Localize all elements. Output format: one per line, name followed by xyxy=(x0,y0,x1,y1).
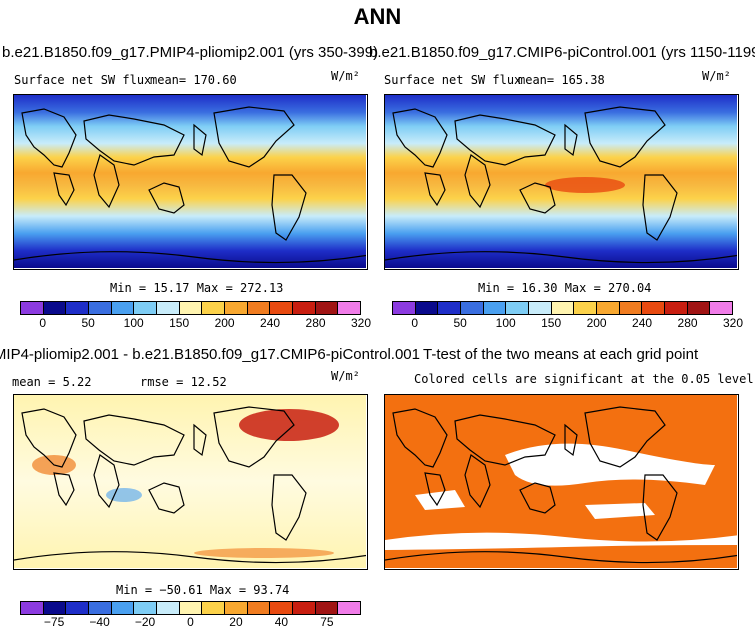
bottom-right-case-title: T-test of the two means at each grid poi… xyxy=(423,346,699,363)
colorbar-tick-label: 50 xyxy=(81,316,95,330)
colorbar-swatch xyxy=(315,302,339,314)
top-right-map xyxy=(384,94,739,270)
colorbar-swatch xyxy=(483,302,507,314)
colorbar-swatch xyxy=(597,302,620,314)
colorbar-swatch xyxy=(665,302,688,314)
colorbar-swatch xyxy=(506,302,530,314)
colorbar-swatch xyxy=(642,302,666,314)
bottom-left-units: W/m² xyxy=(331,369,360,383)
top-left-field-label: Surface net SW flux xyxy=(14,73,152,87)
colorbar-swatch xyxy=(157,602,180,614)
colorbar-swatch xyxy=(619,302,643,314)
top-left-map xyxy=(13,94,368,270)
colorbar-swatch xyxy=(247,602,271,614)
colorbar-swatch xyxy=(225,602,248,614)
colorbar-swatch xyxy=(134,302,158,314)
figure-title: ANN xyxy=(353,4,402,29)
colorbar-tick-label: 240 xyxy=(260,316,281,330)
top-right-colorbar-ticks: 0 50 100 150 200 240 280 320 xyxy=(392,316,743,330)
colorbar-swatch xyxy=(66,302,90,314)
bottom-left-case-title-text: b.e21.B1850.f09_g17.PMIP4-pliomip2.001 -… xyxy=(0,346,420,363)
colorbar-swatch xyxy=(415,302,439,314)
colorbar-swatch xyxy=(179,602,203,614)
bottom-left-map xyxy=(13,394,368,570)
top-left-colorbar-ticks: 0 50 100 150 200 240 280 320 xyxy=(20,316,371,330)
top-right-units: W/m² xyxy=(702,69,731,83)
colorbar-swatch xyxy=(270,302,294,314)
colorbar-swatch xyxy=(247,302,271,314)
colorbar-tick-label: 320 xyxy=(722,316,744,330)
colorbar-tick-label: 0 xyxy=(187,615,194,629)
bottom-left-case-title: b.e21.B1850.f09_g17.PMIP4-pliomip2.001 -… xyxy=(0,346,420,363)
colorbar-swatch xyxy=(89,302,112,314)
top-left-units: W/m² xyxy=(331,69,360,83)
colorbar-swatch xyxy=(179,302,203,314)
colorbar-swatch xyxy=(551,302,575,314)
colorbar-swatch xyxy=(21,302,44,314)
bottom-left-mean: mean = 5.22 xyxy=(12,375,92,389)
colorbar-swatch xyxy=(202,302,226,314)
colorbar-swatch xyxy=(687,302,711,314)
colorbar-tick-label: 320 xyxy=(350,316,372,330)
top-right-colorbar xyxy=(392,301,733,315)
colorbar-swatch xyxy=(157,302,180,314)
top-left-minmax: Min = 15.17 Max = 272.13 xyxy=(110,281,284,295)
colorbar-tick-label: 0 xyxy=(39,316,47,330)
top-left-mean: mean= 170.60 xyxy=(150,73,237,87)
colorbar-swatch xyxy=(574,302,598,314)
colorbar-tick-label: −75 xyxy=(43,615,65,629)
top-right-case-title: b.e21.B1850.f09_g17.CMIP6-piControl.001 … xyxy=(369,44,755,61)
colorbar-swatch xyxy=(134,602,158,614)
colorbar-swatch xyxy=(293,602,316,614)
colorbar-tick-label: 0 xyxy=(411,316,419,330)
colorbar-swatch xyxy=(315,602,339,614)
bottom-left-rmse: rmse = 12.52 xyxy=(140,375,227,389)
colorbar-swatch xyxy=(461,302,484,314)
colorbar-swatch xyxy=(529,302,552,314)
colorbar-tick-label: 20 xyxy=(229,615,243,629)
colorbar-swatch xyxy=(338,602,361,614)
colorbar-swatch xyxy=(43,302,67,314)
bottom-left-colorbar xyxy=(20,601,361,615)
colorbar-swatch xyxy=(438,302,462,314)
colorbar-tick-label: 50 xyxy=(453,316,467,330)
bottom-right-map xyxy=(384,394,739,570)
colorbar-swatch xyxy=(225,302,248,314)
bottom-left-colorbar-ticks: −75 −40 −20 0 20 40 75 xyxy=(20,615,361,629)
colorbar-swatch xyxy=(338,302,361,314)
colorbar-tick-label: 75 xyxy=(320,615,334,629)
top-left-case-title: b.e21.B1850.f09_g17.PMIP4-pliomip2.001 (… xyxy=(2,44,379,61)
top-right-mean: mean= 165.38 xyxy=(518,73,605,87)
colorbar-swatch xyxy=(710,302,733,314)
colorbar-tick-label: −20 xyxy=(134,615,156,629)
colorbar-tick-label: 100 xyxy=(495,316,516,330)
colorbar-swatch xyxy=(293,302,316,314)
colorbar-tick-label: 40 xyxy=(274,615,289,629)
colorbar-tick-label: 100 xyxy=(123,316,144,330)
colorbar-tick-label: 280 xyxy=(677,316,698,330)
bottom-left-minmax: Min = −50.61 Max = 93.74 xyxy=(116,583,290,597)
top-right-minmax: Min = 16.30 Max = 270.04 xyxy=(478,281,652,295)
colorbar-tick-label: 150 xyxy=(541,316,562,330)
colorbar-swatch xyxy=(393,302,416,314)
colorbar-tick-label: −40 xyxy=(89,615,110,629)
colorbar-swatch xyxy=(202,602,226,614)
colorbar-swatch xyxy=(66,602,90,614)
colorbar-tick-label: 150 xyxy=(169,316,190,330)
colorbar-tick-label: 200 xyxy=(214,316,235,330)
bottom-right-subtitle: Colored cells are significant at the 0.0… xyxy=(414,372,754,386)
top-right-field-label: Surface net SW flux xyxy=(384,73,522,87)
colorbar-swatch xyxy=(270,602,294,614)
colorbar-tick-label: 200 xyxy=(586,316,607,330)
colorbar-swatch xyxy=(43,602,67,614)
colorbar-swatch xyxy=(111,302,135,314)
colorbar-swatch xyxy=(111,602,135,614)
colorbar-swatch xyxy=(21,602,44,614)
colorbar-tick-label: 240 xyxy=(632,316,653,330)
colorbar-swatch xyxy=(89,602,112,614)
colorbar-tick-label: 280 xyxy=(305,316,326,330)
top-left-colorbar xyxy=(20,301,361,315)
